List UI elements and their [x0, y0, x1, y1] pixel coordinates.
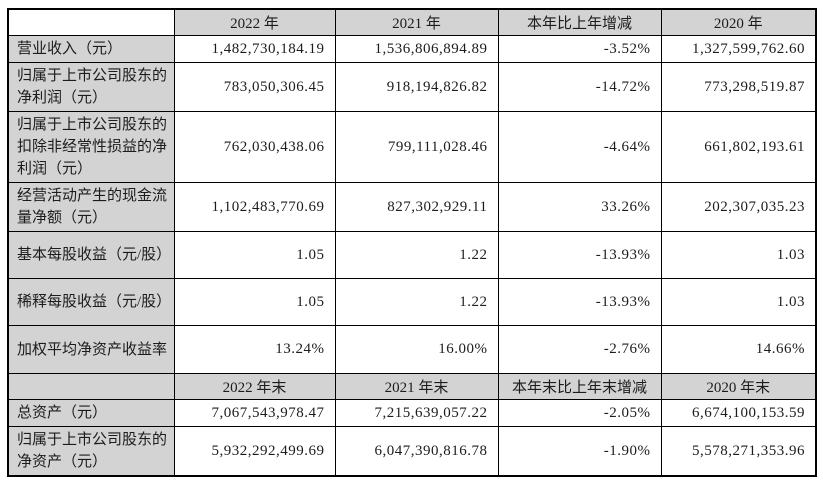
- column-header-yoy-change: 本年比上年增减: [497, 8, 662, 36]
- column-header-2022: 2022 年: [173, 8, 336, 36]
- value-cell-2021: 16.00%: [334, 325, 499, 374]
- value-cell-2021: 1,536,806,894.89: [334, 35, 499, 63]
- row-label: 总资产（元）: [7, 399, 175, 427]
- table-row-basic-eps: 基本每股收益（元/股） 1.05 1.22 -13.93% 1.03: [7, 231, 817, 279]
- value-cell-2022: 7,067,543,978.47: [173, 399, 336, 427]
- column-header-2020-eoy: 2020 年末: [660, 373, 817, 400]
- table-row-net-profit-excl-nonrecurring: 归属于上市公司股东的扣除非经常性损益的净利润（元） 762,030,438.06…: [7, 111, 817, 183]
- value-cell-2021: 6,047,390,816.78: [334, 426, 499, 477]
- row-label: 营业收入（元）: [7, 35, 175, 63]
- change-cell: -14.72%: [497, 62, 662, 112]
- row-label: 基本每股收益（元/股）: [7, 231, 175, 279]
- row-label: 经营活动产生的现金流量净额（元）: [7, 182, 175, 232]
- eoy-header-row: 2022 年末 2021 年末 本年末比上年末增减 2020 年末: [7, 373, 817, 400]
- financial-summary-table: 2022 年 2021 年 本年比上年增减 2020 年 营业收入（元） 1,4…: [7, 8, 817, 477]
- table-row-net-profit: 归属于上市公司股东的净利润（元） 783,050,306.45 918,194,…: [7, 62, 817, 112]
- table-row-revenue: 营业收入（元） 1,482,730,184.19 1,536,806,894.8…: [7, 35, 817, 63]
- value-cell-2020: 14.66%: [660, 325, 817, 374]
- column-header-eoy-change: 本年末比上年末增减: [497, 373, 662, 400]
- value-cell-2022: 762,030,438.06: [173, 111, 336, 183]
- change-cell: 33.26%: [497, 182, 662, 232]
- annual-header-row: 2022 年 2021 年 本年比上年增减 2020 年: [7, 8, 817, 36]
- value-cell-2021: 7,215,639,057.22: [334, 399, 499, 427]
- value-cell-2021: 827,302,929.11: [334, 182, 499, 232]
- value-cell-2022: 5,932,292,499.69: [173, 426, 336, 477]
- change-cell: -2.76%: [497, 325, 662, 374]
- row-label: 稀释每股收益（元/股）: [7, 278, 175, 326]
- value-cell-2020: 1.03: [660, 231, 817, 279]
- change-cell: -2.05%: [497, 399, 662, 427]
- row-label: 归属于上市公司股东的净利润（元）: [7, 62, 175, 112]
- table-row-net-assets: 归属于上市公司股东的净资产（元） 5,932,292,499.69 6,047,…: [7, 426, 817, 477]
- table-row-operating-cash-flow: 经营活动产生的现金流量净额（元） 1,102,483,770.69 827,30…: [7, 182, 817, 232]
- change-cell: -1.90%: [497, 426, 662, 477]
- value-cell-2020: 6,674,100,153.59: [660, 399, 817, 427]
- row-label: 加权平均净资产收益率: [7, 325, 175, 374]
- annual-corner-cell: [7, 8, 175, 36]
- eoy-corner-cell: [7, 373, 175, 400]
- value-cell-2021: 1.22: [334, 278, 499, 326]
- value-cell-2021: 1.22: [334, 231, 499, 279]
- value-cell-2021: 918,194,826.82: [334, 62, 499, 112]
- column-header-2022-eoy: 2022 年末: [173, 373, 336, 400]
- value-cell-2022: 783,050,306.45: [173, 62, 336, 112]
- value-cell-2020: 1,327,599,762.60: [660, 35, 817, 63]
- value-cell-2020: 202,307,035.23: [660, 182, 817, 232]
- value-cell-2020: 5,578,271,353.96: [660, 426, 817, 477]
- value-cell-2022: 1.05: [173, 278, 336, 326]
- value-cell-2020: 1.03: [660, 278, 817, 326]
- table-row-diluted-eps: 稀释每股收益（元/股） 1.05 1.22 -13.93% 1.03: [7, 278, 817, 326]
- value-cell-2020: 661,802,193.61: [660, 111, 817, 183]
- change-cell: -3.52%: [497, 35, 662, 63]
- row-label: 归属于上市公司股东的扣除非经常性损益的净利润（元）: [7, 111, 175, 183]
- column-header-2020: 2020 年: [660, 8, 817, 36]
- column-header-2021-eoy: 2021 年末: [334, 373, 499, 400]
- column-header-2021: 2021 年: [334, 8, 499, 36]
- change-cell: -13.93%: [497, 231, 662, 279]
- value-cell-2021: 799,111,028.46: [334, 111, 499, 183]
- row-label: 归属于上市公司股东的净资产（元）: [7, 426, 175, 477]
- value-cell-2022: 13.24%: [173, 325, 336, 374]
- value-cell-2022: 1,102,483,770.69: [173, 182, 336, 232]
- value-cell-2020: 773,298,519.87: [660, 62, 817, 112]
- table-row-weighted-avg-roe: 加权平均净资产收益率 13.24% 16.00% -2.76% 14.66%: [7, 325, 817, 374]
- value-cell-2022: 1.05: [173, 231, 336, 279]
- value-cell-2022: 1,482,730,184.19: [173, 35, 336, 63]
- change-cell: -13.93%: [497, 278, 662, 326]
- change-cell: -4.64%: [497, 111, 662, 183]
- table-row-total-assets: 总资产（元） 7,067,543,978.47 7,215,639,057.22…: [7, 399, 817, 427]
